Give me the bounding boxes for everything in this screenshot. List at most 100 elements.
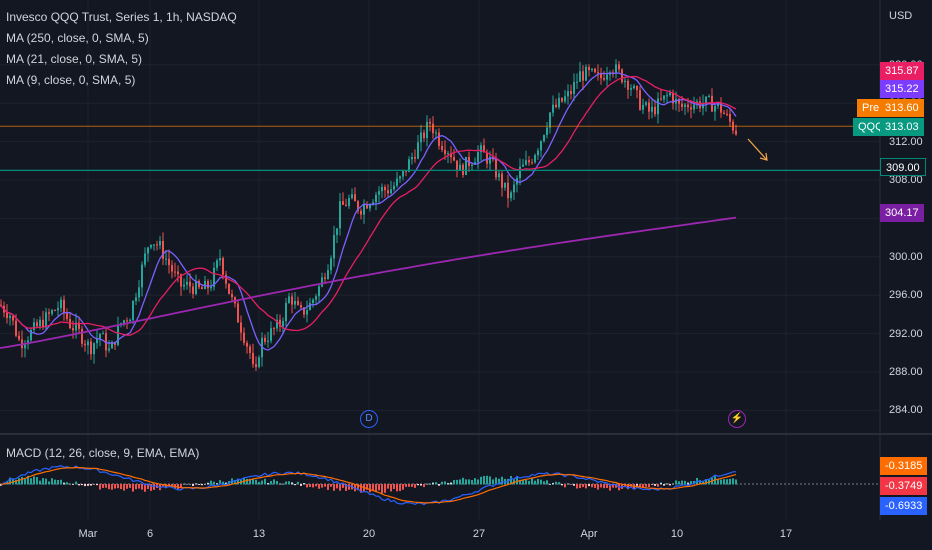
candle-body [549, 112, 551, 128]
ma21-price-tag: 315.87 [880, 62, 924, 80]
macd-histogram-bar [594, 484, 596, 488]
symbol-tag: QQQ [853, 118, 889, 136]
macd-histogram-bar [198, 484, 200, 485]
candle-body [588, 66, 590, 71]
macd-histogram-bar [501, 476, 503, 485]
macd-histogram-bar [549, 484, 551, 485]
macd-histogram-bar [279, 483, 281, 485]
macd-histogram-bar [282, 483, 284, 485]
lightning-event-icon[interactable]: ⚡ [728, 410, 746, 428]
ma21-legend[interactable]: MA (21, close, 0, SMA, 5) [6, 52, 143, 66]
ma250-legend[interactable]: MA (250, close, 0, SMA, 5) [6, 31, 149, 45]
macd-histogram-bar [546, 480, 548, 485]
candle-body [27, 340, 29, 345]
candle-body [93, 343, 95, 355]
price-tick-label: 312.00 [889, 135, 923, 148]
symbol-legend[interactable]: Invesco QQQ Trust, Series 1, 1h, NASDAQ [6, 10, 237, 24]
candle-body [597, 72, 599, 74]
candle-body [507, 182, 509, 199]
candle-body [303, 307, 305, 315]
candle-body [510, 192, 512, 199]
macd-histogram-bar [726, 479, 728, 485]
macd-histogram-bar [597, 484, 599, 490]
macd-histogram-bar [204, 484, 206, 485]
macd-histogram-bar [36, 477, 38, 485]
ma9-legend[interactable]: MA (9, close, 0, SMA, 5) [6, 73, 136, 87]
macd-histogram-bar [225, 482, 227, 485]
candle-body [42, 319, 44, 328]
candle-body [444, 149, 446, 155]
macd-histogram-bar [615, 484, 617, 488]
macd-histogram-bar [315, 484, 317, 487]
macd-histogram-bar [609, 484, 611, 491]
candle-body [558, 97, 560, 108]
candle-body [708, 95, 710, 97]
ma9-price-tag: 315.22 [880, 80, 924, 98]
macd-histogram-bar [129, 484, 131, 488]
candle-body [639, 90, 641, 110]
candle-body [564, 96, 566, 102]
candle-body [165, 258, 167, 260]
candle-body [339, 201, 341, 229]
candle-body [498, 173, 500, 178]
macd-histogram-bar [192, 484, 194, 487]
macd-histogram-bar [75, 481, 77, 485]
macd-histogram-bar [222, 481, 224, 485]
pre-label-tag: Pre [857, 99, 885, 117]
candle-body [84, 343, 86, 346]
candle-body [306, 310, 308, 315]
candle-body [39, 319, 41, 327]
candle-body [126, 320, 128, 322]
candle-body [660, 98, 662, 100]
macd-histogram-bar [69, 483, 71, 485]
currency-label[interactable]: USD [889, 10, 913, 22]
candle-body [183, 284, 185, 287]
candle-body [237, 303, 239, 323]
macd-histogram-bar [327, 484, 329, 490]
macd-histogram-bar [183, 483, 185, 485]
macd-legend[interactable]: MACD (12, 26, close, 9, EMA, EMA) [6, 446, 200, 460]
candle-body [213, 267, 215, 287]
candle-body [30, 330, 32, 341]
candle-body [162, 240, 164, 259]
macd-histogram-bar [276, 480, 278, 485]
macd-histogram-bar [261, 480, 263, 485]
candle-body [321, 277, 323, 287]
candle-body [429, 121, 431, 124]
trend-arrow-head [759, 152, 768, 161]
candle-body [330, 258, 332, 271]
candle-body [270, 328, 272, 341]
candle-body [204, 280, 206, 290]
candle-body [141, 264, 143, 288]
macd-histogram-bar [651, 484, 653, 485]
macd-histogram-bar [321, 484, 323, 488]
macd-histogram-bar [48, 481, 50, 485]
macd-histogram-bar [681, 480, 683, 485]
candle-body [87, 341, 89, 346]
candle-body [384, 186, 386, 191]
candle-body [573, 82, 575, 94]
macd-histogram-bar [318, 484, 320, 489]
dividend-marker[interactable]: D [360, 410, 378, 428]
candle-body [561, 97, 563, 102]
candle-body [723, 112, 725, 114]
macd-histogram-bar [411, 484, 413, 487]
candle-body [90, 341, 92, 355]
macd-histogram-bar [678, 481, 680, 485]
candle-body [408, 159, 410, 172]
macd-histogram-bar [21, 476, 23, 485]
candle-body [336, 228, 338, 235]
candle-body [504, 182, 506, 188]
macd-histogram-bar [246, 478, 248, 485]
macd-histogram-bar [477, 479, 479, 485]
candle-body [582, 71, 584, 81]
candle-body [627, 80, 629, 90]
candle-body [441, 145, 443, 150]
macd-histogram-bar [255, 479, 257, 485]
candle-body [576, 81, 578, 83]
candle-body [252, 352, 254, 365]
candle-body [600, 72, 602, 79]
macd-histogram-bar [588, 484, 590, 487]
macd-histogram-bar [693, 480, 695, 485]
